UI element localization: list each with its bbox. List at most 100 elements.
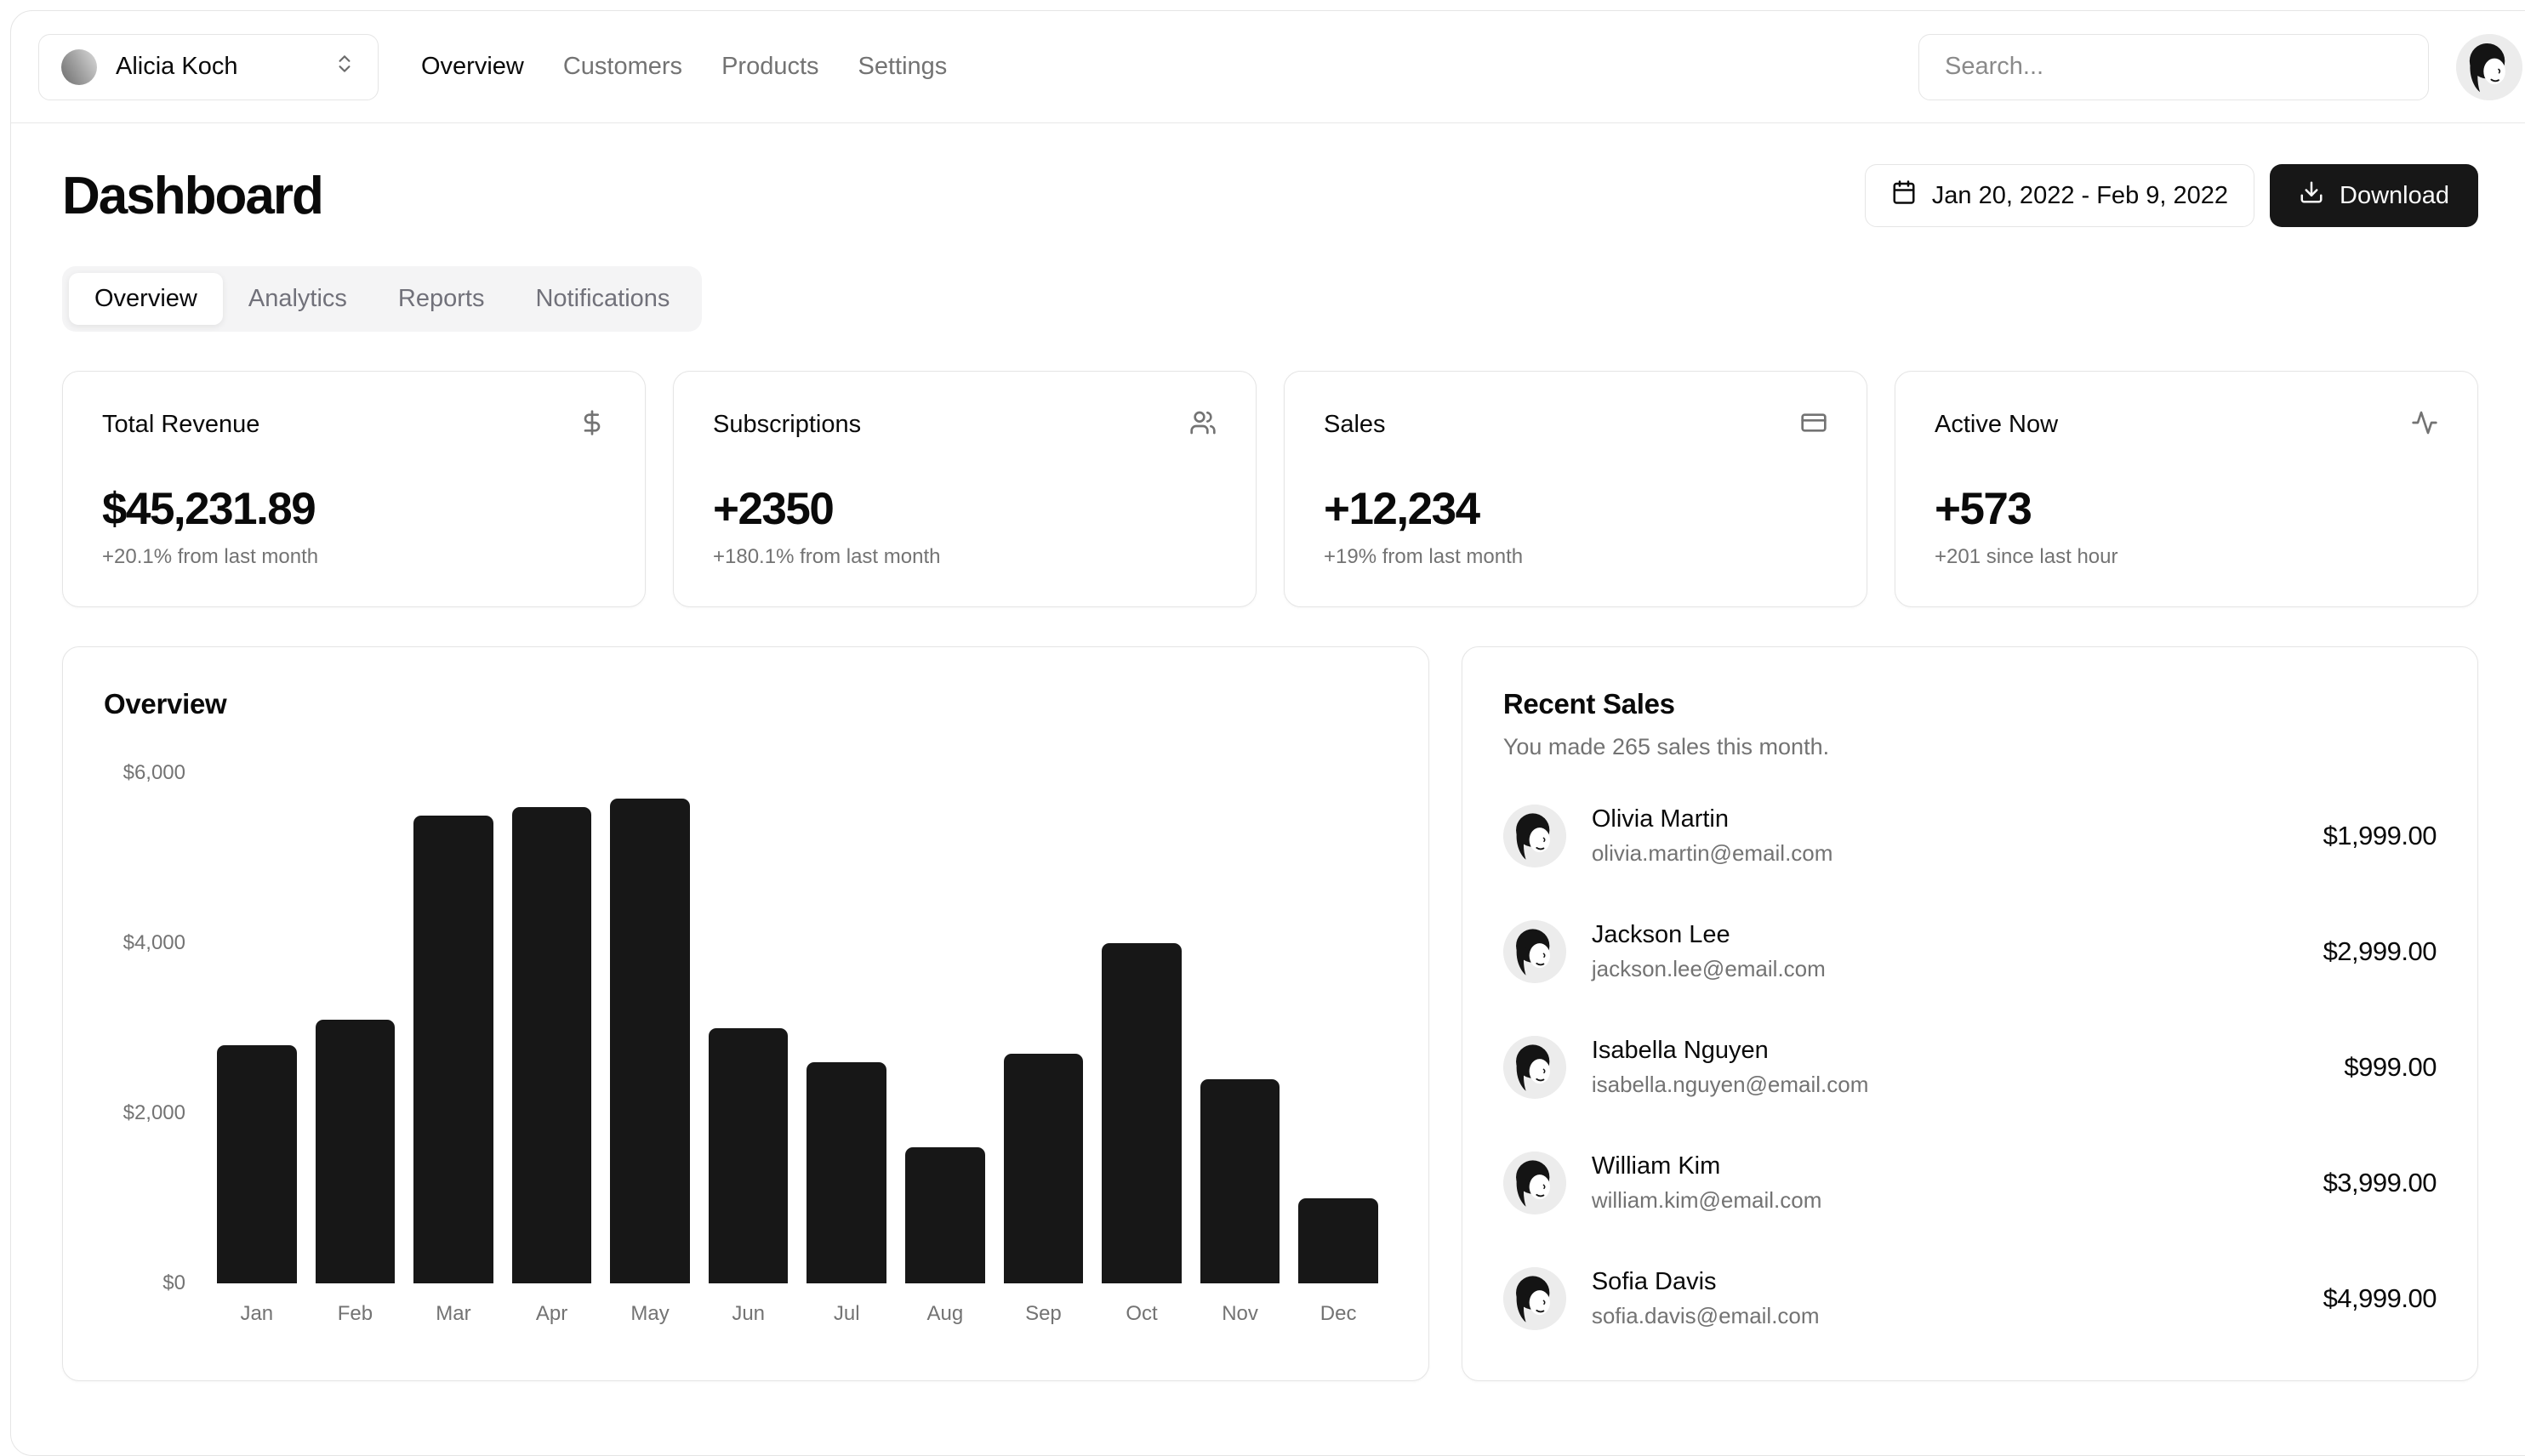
stat-value: $45,231.89	[102, 484, 316, 534]
search-input[interactable]	[1918, 33, 2429, 100]
x-tick-label: Sep	[1025, 1302, 1062, 1325]
tab-overview[interactable]: Overview	[69, 273, 223, 325]
customer-email: isabella.nguyen@email.com	[1591, 1072, 1869, 1097]
stat-value: +573	[1935, 484, 2032, 534]
team-switcher[interactable]: Alicia Koch	[38, 33, 379, 100]
date-range-picker[interactable]: Jan 20, 2022 - Feb 9, 2022	[1864, 164, 2255, 227]
customer-name: Olivia Martin	[1591, 805, 1729, 833]
bar-oct	[1102, 943, 1182, 1283]
sale-amount: $3,999.00	[2323, 1168, 2437, 1197]
header-actions: Jan 20, 2022 - Feb 9, 2022 Download	[1864, 164, 2478, 227]
customer-name: Sofia Davis	[1591, 1268, 1717, 1295]
x-tick-label: Dec	[1319, 1302, 1357, 1325]
main-nav: Overview Customers Products Settings	[421, 53, 947, 81]
customer-avatar	[1502, 1267, 1566, 1330]
overview-chart-card: Overview $0 $2,000 $4,000 $6,000 Jan Feb Mar A…	[62, 646, 1429, 1381]
customer-avatar	[1502, 805, 1566, 867]
nav-link-products[interactable]: Products	[721, 53, 819, 80]
topbar-right	[1918, 33, 2522, 100]
download-icon	[2299, 179, 2324, 212]
stat-card-total-revenue: Total Revenue $45,231.89 +20.1% from las…	[62, 371, 646, 607]
calendar-icon	[1891, 179, 1917, 212]
sale-list-item: Olivia Martin olivia.martin@email.com $1…	[1502, 805, 2437, 867]
recent-sales-subtitle: You made 265 sales this month.	[1502, 734, 1830, 759]
chart-plot-area	[208, 773, 1388, 1283]
main-content: Dashboard Jan 20, 2022 - Feb 9, 2022 Dow…	[11, 164, 2525, 1381]
stats-grid: Total Revenue $45,231.89 +20.1% from las…	[62, 371, 2478, 607]
bar-feb	[315, 1020, 396, 1283]
tab-analytics[interactable]: Analytics	[223, 273, 373, 325]
tab-reports[interactable]: Reports	[373, 273, 510, 325]
x-tick-label: Apr	[535, 1302, 568, 1325]
page-title: Dashboard	[62, 166, 324, 225]
sale-list-item: Jackson Lee jackson.lee@email.com $2,999…	[1502, 920, 2437, 983]
chart-title: Overview	[104, 688, 227, 719]
x-tick-label: Feb	[337, 1302, 373, 1325]
tabs-list: Overview Analytics Reports Notifications	[62, 266, 703, 332]
activity-icon	[2411, 409, 2438, 441]
nav-link-settings[interactable]: Settings	[858, 53, 948, 80]
stat-change: +180.1% from last month	[713, 545, 941, 568]
recent-sales-list: Olivia Martin olivia.martin@email.com $1…	[1502, 805, 2437, 1330]
bar-sep	[1003, 1054, 1084, 1283]
customer-name: Isabella Nguyen	[1591, 1037, 1769, 1064]
customer-name: Jackson Lee	[1591, 921, 1730, 948]
x-tick-label: Jun	[732, 1302, 766, 1325]
sale-amount: $4,999.00	[2323, 1283, 2437, 1313]
download-button[interactable]: Download	[2270, 164, 2478, 227]
sale-list-item: Isabella Nguyen isabella.nguyen@email.co…	[1502, 1036, 2437, 1099]
bar-chart: $0 $2,000 $4,000 $6,000 Jan Feb Mar Apr May Jun J…	[104, 761, 1388, 1326]
x-tick-label: Nov	[1222, 1302, 1258, 1325]
customer-avatar	[1502, 920, 1566, 983]
chevrons-up-down-icon	[333, 53, 356, 82]
x-tick-label: Oct	[1126, 1302, 1158, 1325]
app-container: Alicia Koch Overview Customers Products Set…	[10, 10, 2525, 1456]
date-range-label: Jan 20, 2022 - Feb 9, 2022	[1931, 181, 2229, 209]
bar-jul	[807, 1062, 887, 1283]
x-tick-label: Mar	[436, 1302, 471, 1325]
bar-mar	[413, 816, 493, 1283]
x-tick-label: Jul	[833, 1302, 860, 1325]
nav-link-overview[interactable]: Overview	[421, 53, 524, 80]
stat-value: +2350	[713, 484, 835, 534]
stat-title: Subscriptions	[713, 411, 862, 438]
customer-email: olivia.martin@email.com	[1591, 840, 1833, 866]
stat-title: Total Revenue	[102, 411, 260, 438]
customer-avatar	[1502, 1036, 1566, 1099]
user-menu-avatar[interactable]	[2456, 33, 2522, 100]
stat-title: Active Now	[1935, 411, 2059, 438]
recent-sales-title: Recent Sales	[1502, 688, 1675, 719]
tab-notifications[interactable]: Notifications	[510, 273, 695, 325]
page-header: Dashboard Jan 20, 2022 - Feb 9, 2022 Dow…	[62, 164, 2478, 227]
stat-title: Sales	[1324, 411, 1386, 438]
top-nav-bar: Alicia Koch Overview Customers Products Set…	[11, 11, 2525, 123]
team-avatar	[61, 48, 97, 85]
stat-card-active-now: Active Now +573 +201 since last hour	[1895, 371, 2478, 607]
download-label: Download	[2340, 181, 2449, 209]
x-tick-label: Jan	[240, 1302, 274, 1325]
dollar-sign-icon	[579, 409, 606, 441]
stat-card-sales: Sales +12,234 +19% from last month	[1284, 371, 1867, 607]
bar-dec	[1298, 1198, 1378, 1283]
bar-apr	[511, 807, 592, 1283]
bar-nov	[1200, 1079, 1280, 1283]
y-tick-label: $4,000	[123, 931, 185, 954]
sale-list-item: William Kim william.kim@email.com $3,999…	[1502, 1152, 2437, 1214]
stat-change: +19% from last month	[1324, 545, 1524, 568]
y-tick-label: $0	[162, 1271, 185, 1294]
bar-aug	[905, 1147, 985, 1283]
credit-card-icon	[1800, 409, 1827, 441]
x-tick-label: Aug	[926, 1302, 964, 1325]
stat-card-subscriptions: Subscriptions +2350 +180.1% from last mo…	[673, 371, 1257, 607]
customer-name: William Kim	[1591, 1152, 1721, 1180]
nav-link-customers[interactable]: Customers	[562, 53, 683, 80]
sale-amount: $1,999.00	[2323, 821, 2437, 850]
bar-may	[610, 799, 690, 1283]
bar-jan	[216, 1045, 297, 1283]
team-name: Alicia Koch	[116, 53, 238, 80]
panels-row: Overview $0 $2,000 $4,000 $6,000 Jan Feb Mar A…	[62, 646, 2478, 1381]
sale-amount: $999.00	[2344, 1052, 2437, 1082]
customer-email: william.kim@email.com	[1591, 1187, 1822, 1213]
customer-email: jackson.lee@email.com	[1591, 956, 1826, 981]
chart-y-axis: $0 $2,000 $4,000 $6,000	[104, 761, 208, 1294]
